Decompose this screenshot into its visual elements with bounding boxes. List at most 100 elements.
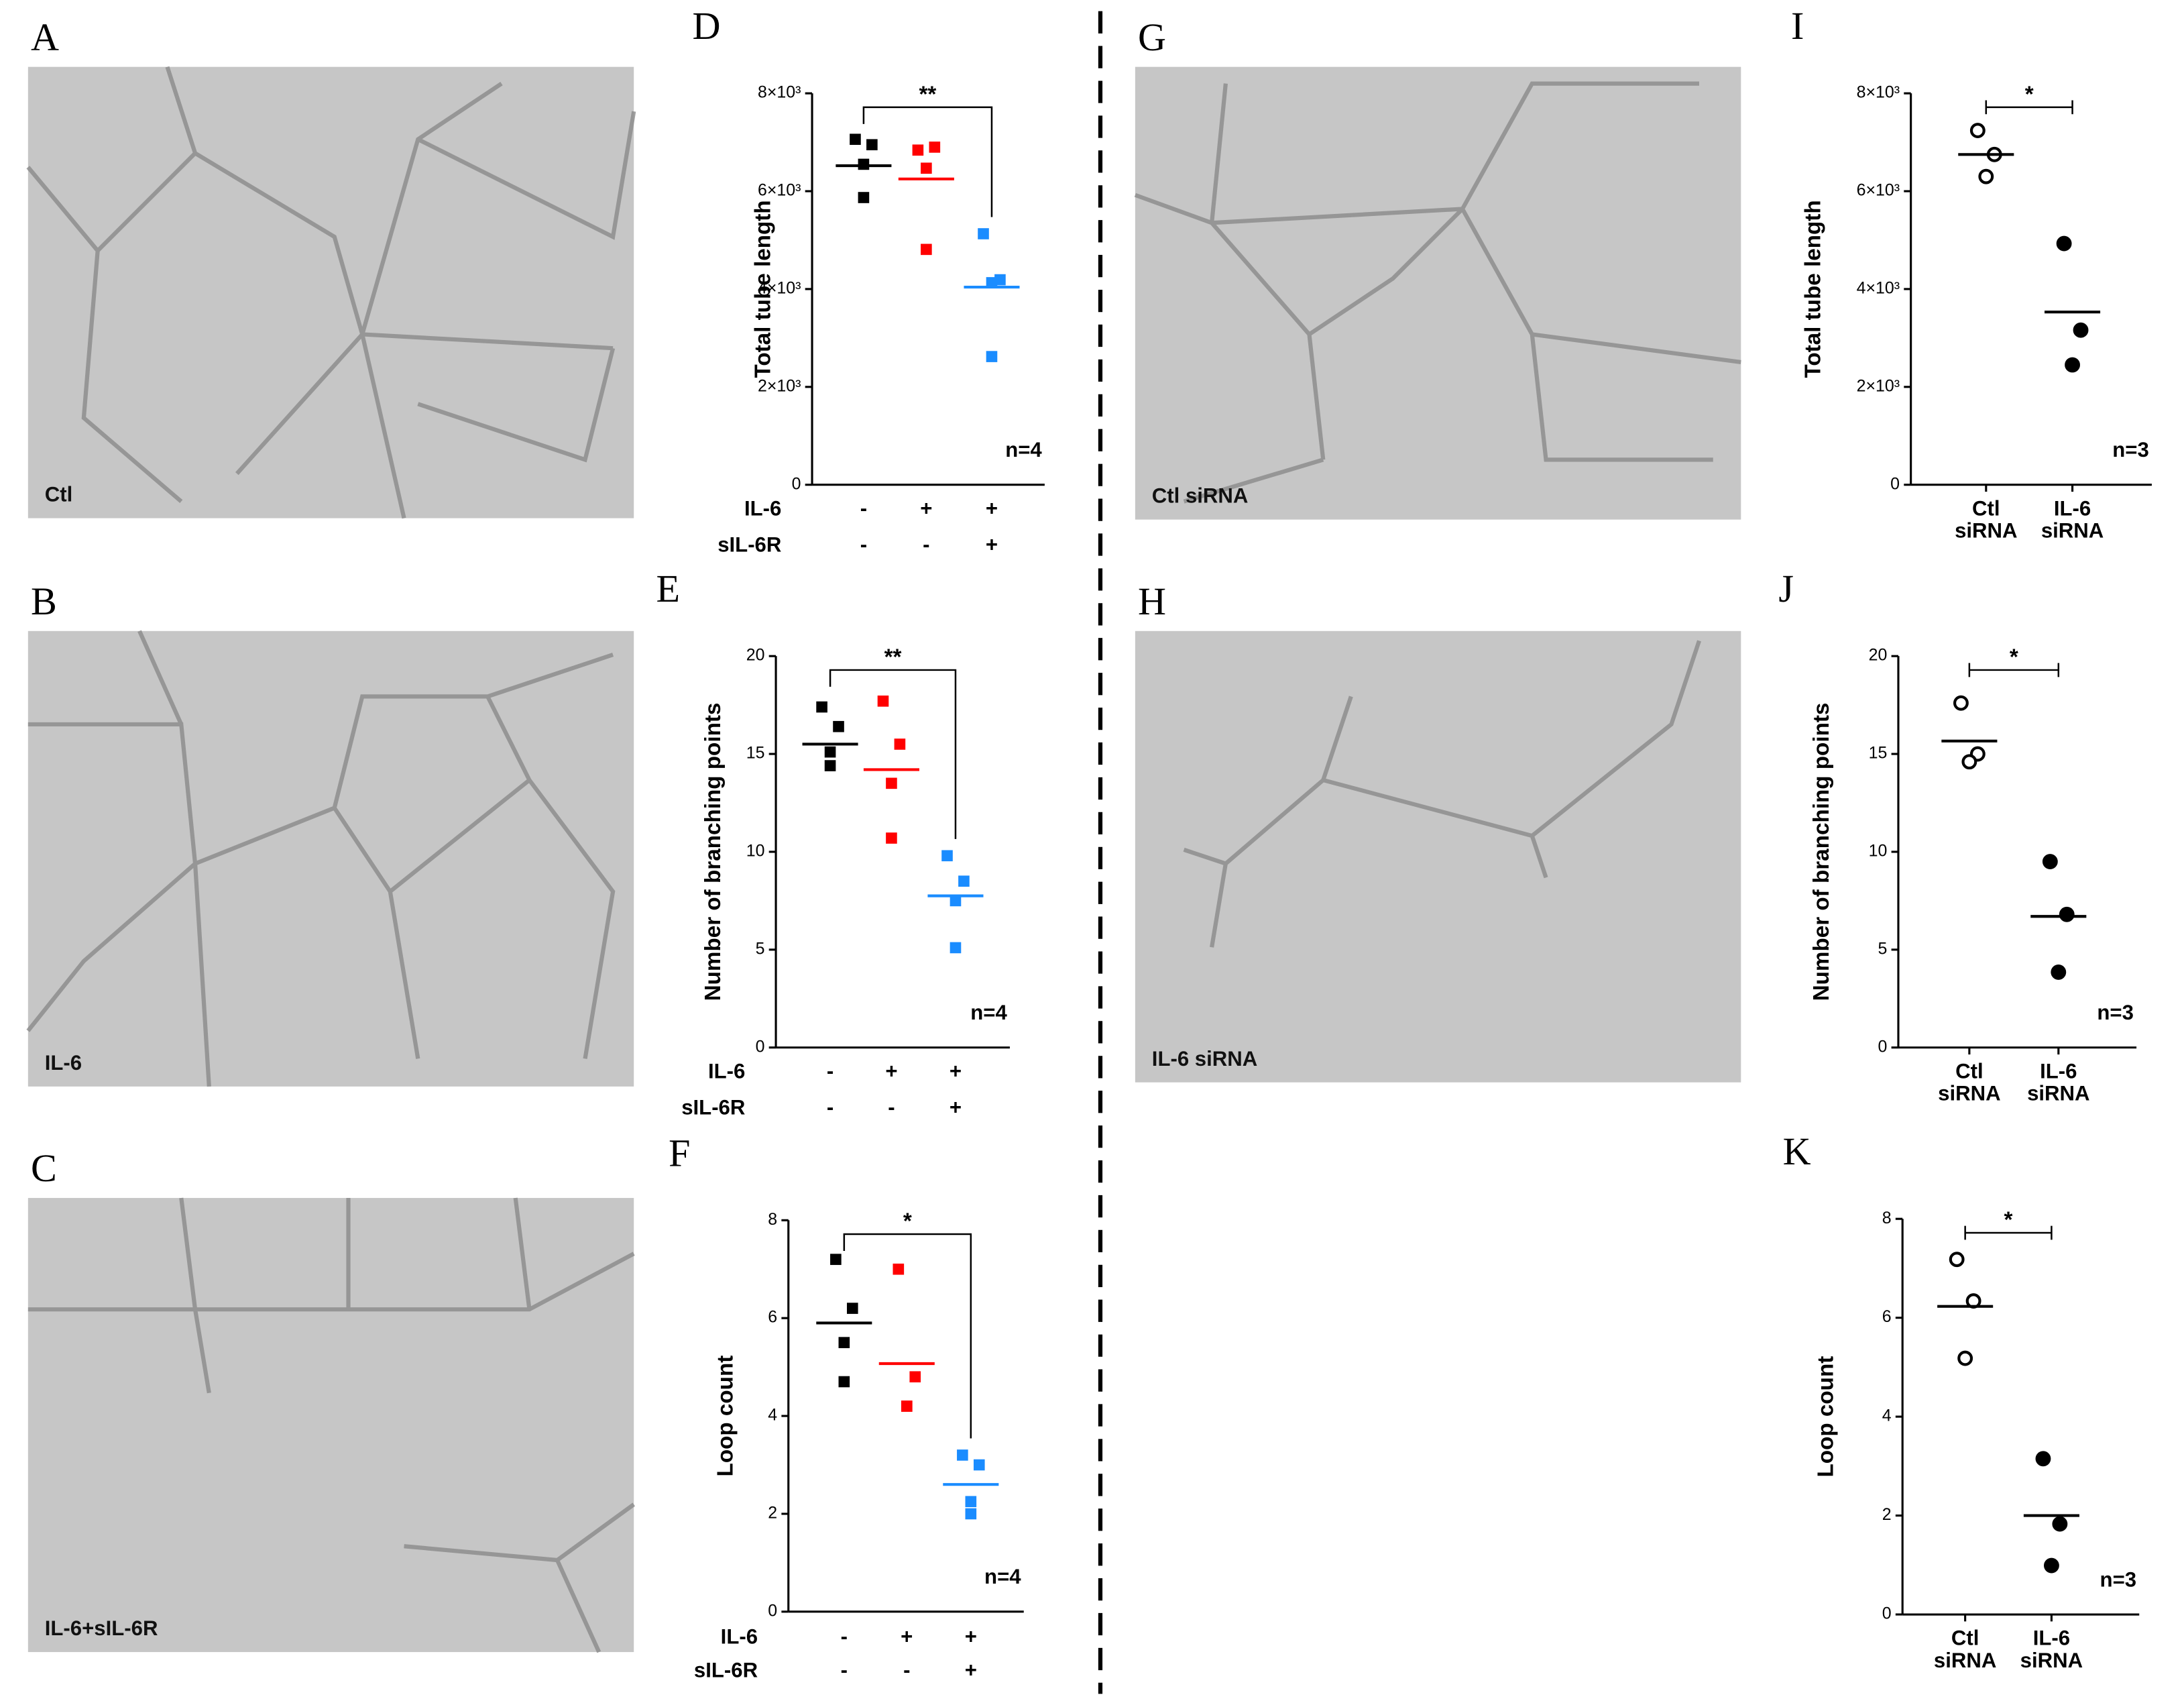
point	[941, 850, 953, 862]
panel-letter: D	[692, 4, 720, 48]
panel-letter: J	[1778, 567, 1794, 610]
y-axis-label: Number of branching points	[701, 703, 726, 1001]
y-axis-label: Total tube length	[1801, 200, 1826, 378]
panel-letter: F	[669, 1131, 690, 1174]
point	[1961, 754, 1977, 770]
row-label: sIL-6R	[694, 1658, 758, 1682]
y-tick-label: 20	[1869, 646, 1888, 665]
y-tick-label: 6	[1882, 1307, 1892, 1326]
significance-bracket	[843, 1233, 972, 1439]
panel-letter: A	[31, 15, 59, 59]
n-label: n=4	[984, 1565, 1021, 1588]
significance-label: **	[884, 645, 902, 670]
x-tick-label: IL-6	[2054, 496, 2091, 520]
y-tick-label: 2	[1882, 1505, 1892, 1524]
row-value: +	[986, 533, 998, 556]
significance-label: *	[2010, 645, 2018, 670]
y-tick-label: 5	[756, 939, 765, 958]
y-tick-label: 0	[756, 1037, 765, 1056]
point	[877, 695, 889, 707]
image-label: IL-6	[45, 1051, 82, 1075]
row-value: -	[860, 533, 867, 556]
row-value: -	[841, 1658, 848, 1682]
row-value: +	[965, 1658, 977, 1682]
y-tick-label: 8	[768, 1210, 777, 1229]
row-value: +	[920, 496, 932, 520]
point	[958, 875, 970, 887]
point	[965, 1508, 977, 1520]
point	[2042, 854, 2058, 869]
y-tick-label: 10	[1869, 842, 1888, 861]
image-label: IL-6 siRNA	[1152, 1047, 1257, 1070]
y-tick-label: 6×10³	[758, 181, 801, 200]
y-tick-label: 6×10³	[1857, 181, 1900, 200]
y-tick-label: 4	[768, 1406, 777, 1425]
image-label: Ctl	[45, 483, 73, 506]
y-tick-label: 2×10³	[758, 376, 801, 395]
point	[893, 1263, 905, 1275]
row-value: -	[827, 1095, 834, 1119]
x-tick-label: Ctl	[1951, 1627, 1979, 1650]
point	[1949, 1252, 1965, 1268]
image-label: Ctl siRNA	[1152, 484, 1249, 508]
point	[824, 746, 836, 758]
significance-label: *	[903, 1209, 912, 1234]
y-tick-label: 10	[746, 842, 765, 861]
point	[973, 1459, 985, 1471]
y-tick-label: 15	[746, 744, 765, 763]
row-value: -	[903, 1658, 910, 1682]
point	[2056, 235, 2072, 252]
significance-label: **	[919, 82, 937, 107]
point	[2073, 322, 2089, 338]
row-value: -	[888, 1095, 895, 1119]
significance-bracket	[1985, 100, 2073, 115]
n-label: n=3	[2100, 1568, 2137, 1591]
point	[950, 895, 962, 907]
y-axis-label: Number of branching points	[1809, 703, 1834, 1001]
row-label: IL-6	[721, 1625, 758, 1649]
point	[866, 139, 878, 151]
point	[2051, 964, 2067, 980]
row-value: +	[965, 1625, 977, 1649]
point	[886, 832, 897, 844]
significance-bracket	[829, 669, 957, 839]
row-value: -	[923, 533, 929, 556]
y-tick-label: 20	[746, 646, 765, 665]
point	[912, 144, 924, 156]
y-tick-label: 4×10³	[758, 279, 801, 298]
point	[986, 351, 998, 362]
point	[838, 1337, 850, 1348]
panel-letter: I	[1791, 4, 1804, 48]
x-tick-label: siRNA	[1934, 1649, 1996, 1672]
point	[1957, 1350, 1973, 1366]
image-g	[1134, 66, 1741, 520]
point	[921, 162, 932, 174]
point	[2052, 1516, 2068, 1532]
y-axis-label: Loop count	[1813, 1356, 1838, 1478]
x-tick-label: siRNA	[2020, 1649, 2083, 1672]
point	[894, 738, 906, 750]
y-tick-label: 0	[768, 1601, 777, 1620]
y-tick-label: 4×10³	[1857, 279, 1900, 298]
panel-letter: H	[1138, 580, 1166, 623]
y-tick-label: 8×10³	[758, 83, 801, 102]
y-tick-label: 0	[1878, 1037, 1887, 1056]
y-tick-label: 8×10³	[1857, 83, 1900, 102]
point	[929, 142, 941, 153]
point	[824, 760, 836, 771]
point	[1978, 168, 1994, 184]
point	[850, 133, 861, 146]
image-a	[26, 66, 636, 519]
point	[816, 701, 827, 713]
significance-bracket	[1964, 1225, 2053, 1240]
y-tick-label: 2	[768, 1504, 777, 1523]
point	[2059, 906, 2075, 922]
row-value: -	[841, 1625, 848, 1649]
y-tick-label: 0	[1882, 1604, 1892, 1623]
significance-bracket	[862, 106, 993, 217]
row-label: sIL-6R	[681, 1095, 745, 1119]
y-tick-label: 4	[1882, 1407, 1892, 1425]
point	[1969, 123, 1986, 139]
point	[950, 942, 962, 954]
image-b	[26, 630, 634, 1087]
